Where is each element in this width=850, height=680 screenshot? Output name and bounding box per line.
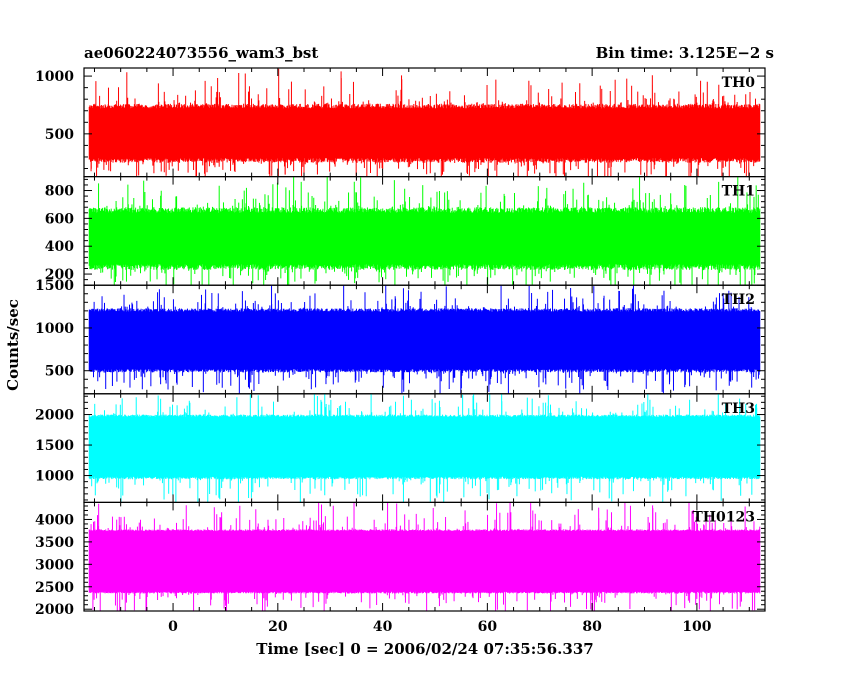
x-axis-label: Time [sec] 0 = 2006/02/24 07:35:56.337 xyxy=(256,640,593,658)
y-tick-label: 500 xyxy=(45,364,74,380)
x-tick-label: 60 xyxy=(478,619,498,635)
y-tick-label: 1000 xyxy=(35,321,74,337)
panels-group: 500 1000 TH0 200 400 600 800 TH1 500 1000 1500 TH2 1… xyxy=(35,67,766,618)
series-th0 xyxy=(88,68,761,177)
y-tick-label: 4000 xyxy=(35,512,74,528)
y-tick-label: 2000 xyxy=(35,408,74,424)
panel-th0123: 2000 2500 3000 3500 4000 TH0123 xyxy=(35,501,766,618)
y-tick-label: 1000 xyxy=(35,469,74,485)
x-tick-label: 0 xyxy=(168,619,178,635)
y-tick-label: 1000 xyxy=(35,69,74,85)
x-tick-label: 100 xyxy=(682,619,711,635)
y-tick-label: 1500 xyxy=(35,438,74,454)
y-tick-label: 3500 xyxy=(35,535,74,551)
series-th2 xyxy=(88,285,761,394)
y-tick-label: 3000 xyxy=(35,557,74,573)
y-tick-label: 500 xyxy=(45,127,74,143)
y-axis-label: Counts/sec xyxy=(4,299,22,391)
bin-time-label: Bin time: 3.125E−2 s xyxy=(596,44,774,62)
y-tick-label: 800 xyxy=(45,184,74,200)
panel-label-th3: TH3 xyxy=(722,401,755,417)
panel-th0: 500 1000 TH0 xyxy=(35,67,766,178)
panel-label-th0123: TH0123 xyxy=(692,509,755,525)
y-tick-label: 2500 xyxy=(35,580,74,596)
x-tick-label: 40 xyxy=(373,619,393,635)
panel-label-th0: TH0 xyxy=(722,75,756,91)
series-th0123 xyxy=(88,502,761,611)
y-tick-label: 200 xyxy=(45,267,74,283)
x-axis: 0 20 40 60 80 100 xyxy=(168,619,712,635)
y-tick-label: 600 xyxy=(45,211,74,227)
x-tick-label: 80 xyxy=(582,619,602,635)
series-th1 xyxy=(88,176,761,286)
panel-label-th2: TH2 xyxy=(722,292,755,308)
panel-frame xyxy=(83,501,766,612)
y-tick-label: 1500 xyxy=(35,278,74,294)
panel-th1: 200 400 600 800 TH1 xyxy=(45,176,766,286)
series-th3 xyxy=(88,393,761,503)
x-tick-label: 20 xyxy=(268,619,288,635)
plot-title: ae060224073556_wam3_bst xyxy=(84,44,318,62)
y-tick-label: 2000 xyxy=(35,602,74,618)
panel-th3: 1000 1500 2000 TH3 xyxy=(35,393,766,503)
panel-th2: 500 1000 1500 TH2 xyxy=(35,278,766,395)
panel-label-th1: TH1 xyxy=(722,184,755,200)
y-tick-label: 400 xyxy=(45,239,74,255)
